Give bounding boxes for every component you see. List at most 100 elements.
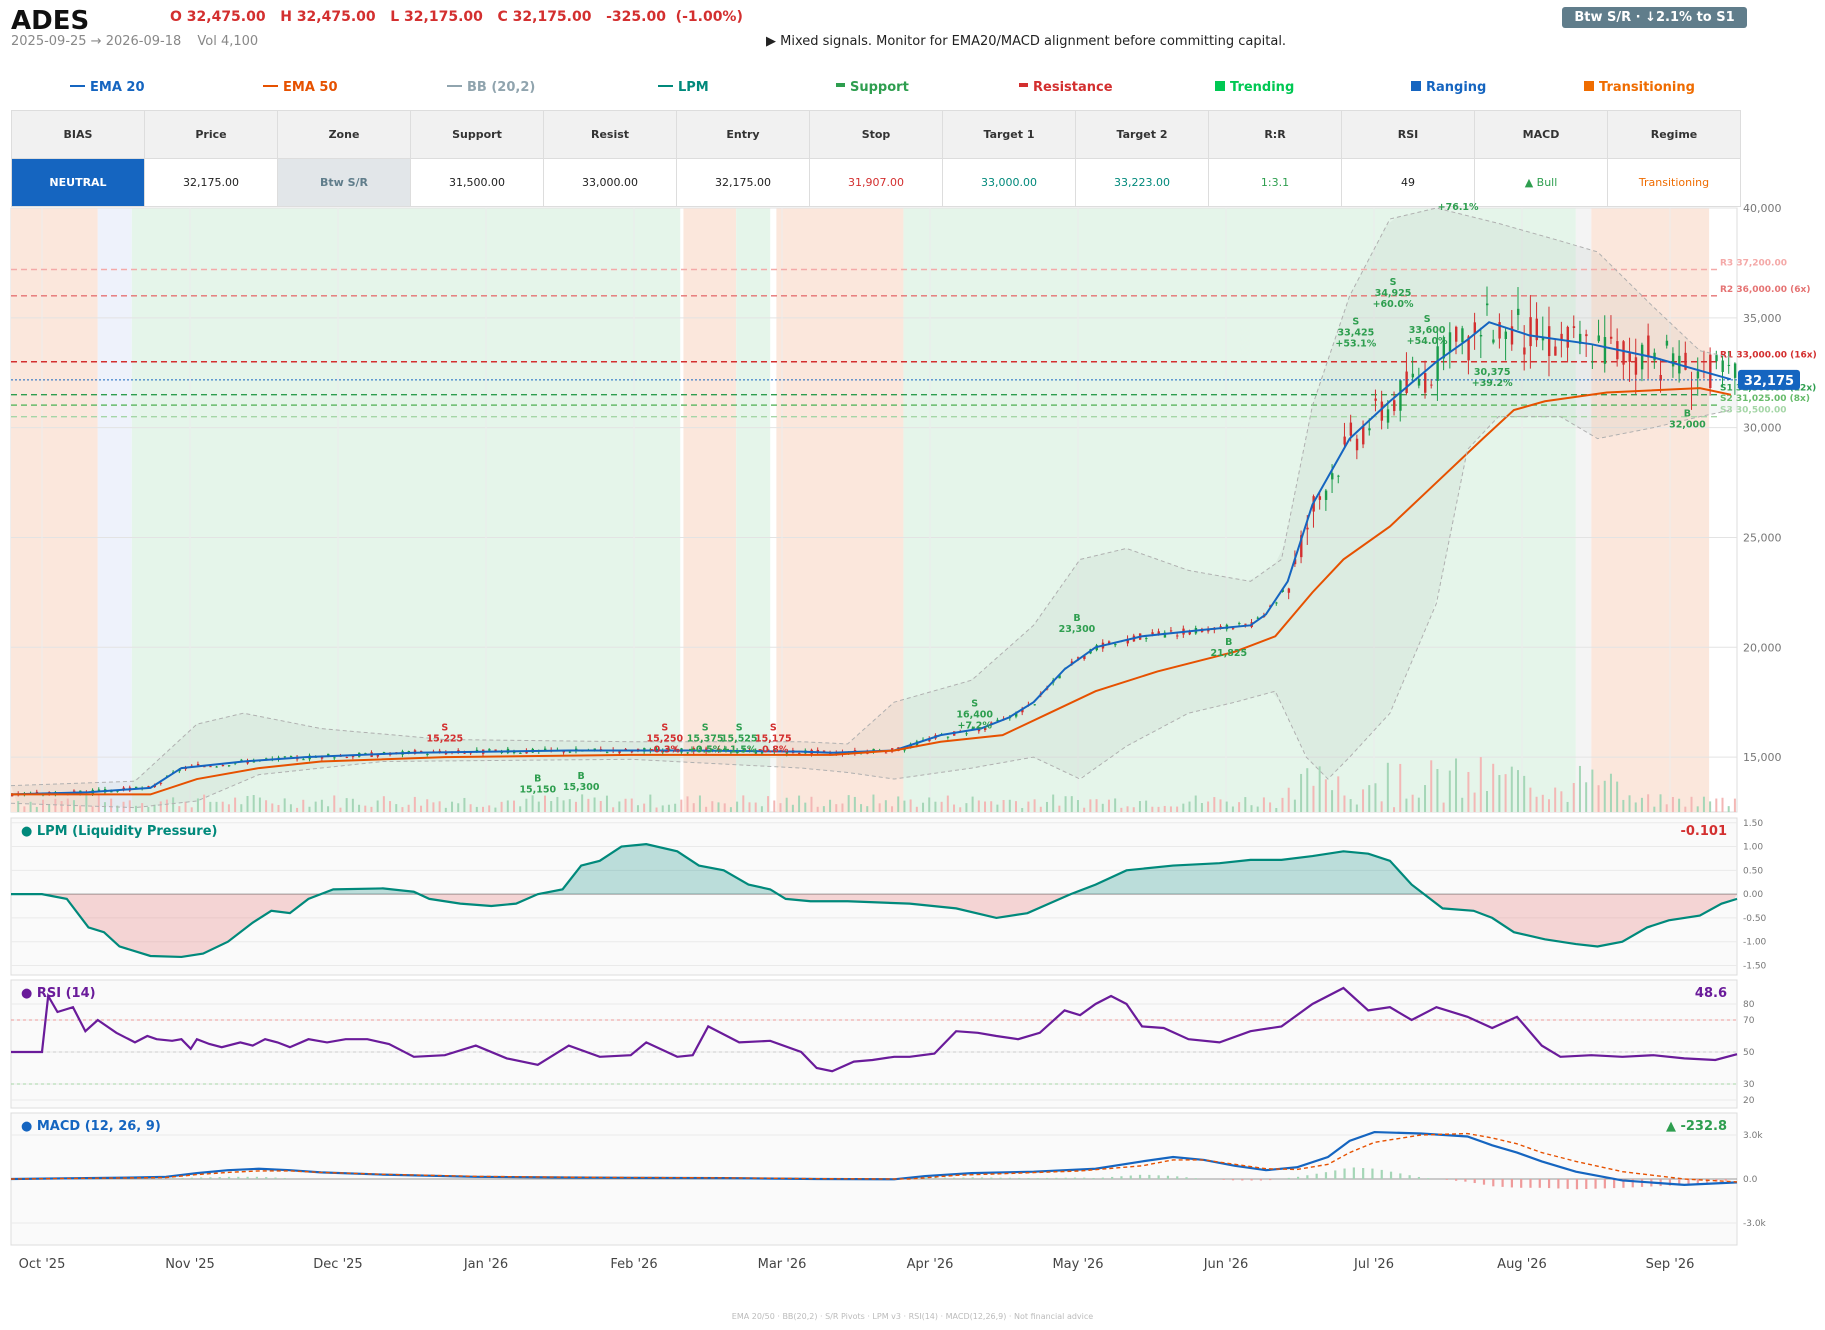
subpanel-tick: 20: [1743, 1096, 1755, 1106]
candle-body: [1597, 335, 1600, 342]
y-tick-label: 35,000: [1743, 312, 1782, 325]
stat-value: Transitioning: [1607, 158, 1741, 207]
trade-annotation: S15,375+0.5%: [687, 723, 724, 756]
macd-hist-bar: [1380, 1169, 1383, 1179]
candle-body: [1300, 535, 1303, 558]
series-rsi: [11, 986, 1738, 1073]
macd-hist-bar: [962, 1177, 965, 1179]
stat-header: R:R: [1208, 110, 1342, 159]
volume-bar: [506, 800, 509, 812]
annotation-line: B: [534, 773, 541, 784]
volume-bar: [860, 804, 863, 812]
macd-hist-bar: [925, 1177, 928, 1179]
subpanel-tick: 50: [1743, 1048, 1755, 1058]
macd-hist-bar: [1222, 1179, 1225, 1180]
candle-body: [1374, 398, 1377, 401]
annotation-line: S: [770, 723, 777, 734]
volume-bar: [1200, 802, 1203, 812]
macd-hist-bar: [1269, 1179, 1272, 1181]
macd-hist-bar: [1585, 1179, 1588, 1189]
candle-body: [35, 791, 39, 793]
macd-hist-bar: [1631, 1179, 1634, 1188]
candle-body: [444, 752, 448, 755]
subpanel-title: ● RSI (14): [21, 986, 96, 1001]
stat-header: Price: [144, 110, 278, 159]
candle-body: [1014, 712, 1018, 717]
stat-header: Resist: [543, 110, 677, 159]
stats-value-row: NEUTRAL 32,175.00 Btw S/R 31,500.00 33,000.0…: [11, 158, 1741, 207]
macd-hist-bar: [1194, 1178, 1197, 1179]
sr-level-label: S2 31,025.00 (8x): [1720, 394, 1810, 404]
ticker-symbol: ADES: [11, 6, 90, 36]
volume-bar: [853, 796, 856, 812]
volume-bar: [525, 798, 528, 812]
volume-bar: [1417, 797, 1420, 812]
candle-body: [1337, 475, 1340, 477]
macd-hist-bar: [1557, 1179, 1560, 1189]
annotation-line: B: [1073, 613, 1080, 624]
volume-bar: [605, 795, 608, 812]
volume-bar: [457, 803, 460, 812]
macd-hist-bar: [1324, 1172, 1328, 1179]
macd-hist-bar: [1427, 1178, 1430, 1179]
annotation-line: 15,300: [563, 782, 600, 793]
candle-body: [1368, 428, 1371, 431]
y-tick-label: 40,000: [1743, 202, 1782, 215]
macd-hist-bar: [218, 1177, 221, 1179]
candle-body: [1083, 655, 1086, 660]
candle-body: [97, 789, 101, 792]
volume-bar: [729, 807, 732, 812]
volume-bar: [1064, 796, 1067, 812]
candle-body: [209, 766, 212, 768]
volume-bar: [1554, 787, 1557, 812]
macd-hist-bar: [1166, 1175, 1170, 1179]
volume-bar: [1597, 785, 1600, 812]
macd-hist-bar: [1259, 1179, 1262, 1181]
legend-item-lpm: LPM: [658, 80, 709, 95]
volume-bar: [48, 804, 51, 812]
macd-hist-bar: [1464, 1179, 1467, 1182]
volume-bar: [953, 804, 956, 812]
volume-bar: [389, 801, 392, 812]
volume-bar: [1293, 799, 1296, 812]
candle-body: [1355, 438, 1359, 451]
candle-body: [1287, 588, 1291, 593]
candle-body: [407, 751, 411, 753]
volume-bar: [1591, 769, 1594, 812]
volume-bar: [265, 800, 268, 812]
volume-bar: [1287, 787, 1290, 812]
candle-body: [785, 751, 789, 754]
regime-band: [1575, 208, 1592, 812]
annotation-line: S: [1390, 277, 1397, 288]
volume-bar: [1138, 801, 1141, 812]
candle-body: [1058, 675, 1061, 679]
annotation-line: +54.0%: [1407, 336, 1448, 347]
volume-bar: [1126, 806, 1129, 812]
trade-annotation: S15,525+1.5%: [721, 723, 758, 756]
candle-body: [134, 786, 138, 789]
candle-body: [1231, 628, 1235, 630]
candle-body: [426, 753, 429, 755]
volume-bar: [1157, 806, 1160, 812]
candle-body: [240, 759, 243, 761]
volume-bar: [110, 798, 113, 812]
volume-bar: [1665, 804, 1668, 812]
candle-body: [1238, 623, 1241, 625]
volume-bar: [661, 805, 664, 812]
volume-bar: [1244, 797, 1247, 812]
volume-bar: [1101, 803, 1104, 812]
macd-hist-bar: [172, 1178, 175, 1179]
x-tick-label: Jan '26: [463, 1257, 508, 1272]
trade-annotation: S34,925+60.0%: [1373, 277, 1414, 310]
series-macd: [10, 1130, 1738, 1186]
volume-bar: [320, 799, 323, 812]
volume-bar: [1448, 770, 1451, 812]
candle-body: [1331, 473, 1334, 480]
stat-value: ▲ Bull: [1474, 158, 1608, 207]
volume-bar: [308, 806, 311, 812]
annotation-line: 21,825: [1210, 648, 1247, 659]
candle-body: [1424, 373, 1427, 393]
meta-line: 2025-09-25 → 2026-09-18 Vol 4,100: [11, 34, 270, 49]
candle-body: [1126, 638, 1129, 644]
volume-bar: [1405, 798, 1408, 812]
